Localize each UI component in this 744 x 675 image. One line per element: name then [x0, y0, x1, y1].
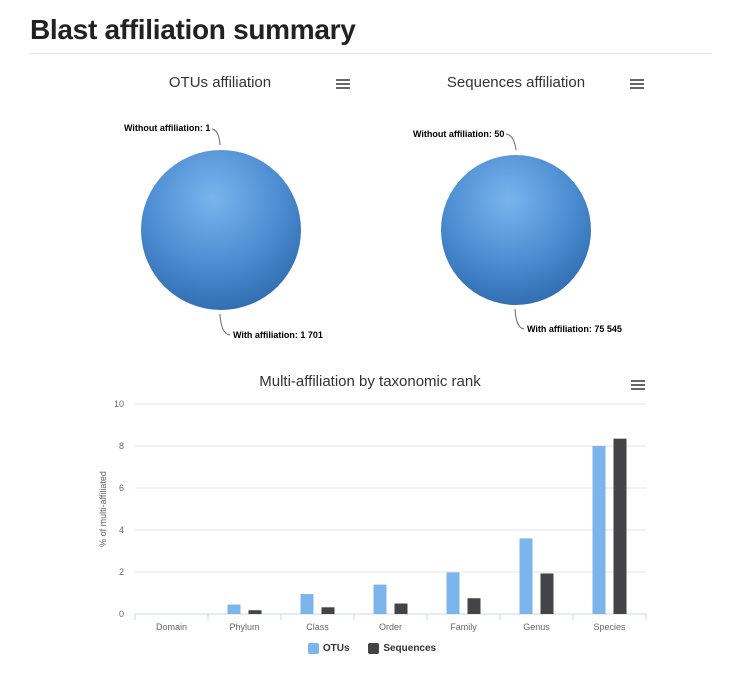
otus-pie-chart [141, 149, 301, 310]
x-tick-label-class: Class [306, 622, 329, 632]
y-tick-label: 0 [119, 609, 124, 619]
sequences-pie-title: Sequences affiliation [446, 74, 586, 91]
x-tick-label-genus: Genus [523, 622, 550, 632]
x-tick-label-phylum: Phylum [229, 622, 259, 632]
pie-slice-with-affiliation[interactable] [441, 155, 591, 305]
x-tick-label-domain: Domain [156, 622, 187, 632]
bar-chart-title: Multi-affiliation by taxonomic rank [259, 373, 481, 390]
legend-swatch-otus [307, 643, 319, 654]
bar-sequences-order[interactable] [394, 603, 408, 615]
y-tick-label: 4 [119, 525, 124, 535]
y-tick-label: 10 [114, 399, 124, 409]
y-tick-label: 6 [119, 483, 124, 493]
bar-otus-phylum[interactable] [227, 604, 241, 614]
bar-chart-y-axis-label: % of multi-affiliated [98, 471, 108, 547]
page-title: Blast affiliation summary [30, 14, 356, 45]
bar-otus-species[interactable] [592, 446, 606, 614]
bar-otus-family[interactable] [446, 572, 460, 614]
otus-label-without: Without affiliation: 1 [124, 123, 210, 133]
sequences-chart-menu-icon[interactable] [630, 79, 644, 91]
sequences-label-without: Without affiliation: 50 [413, 129, 504, 139]
otus-label-with: With affiliation: 1 701 [233, 330, 323, 340]
bar-chart-y-ticks: 0 2 4 6 8 10 [114, 399, 124, 619]
legend-item-otus[interactable]: OTUs [307, 643, 350, 654]
x-tick-label-species: Species [593, 622, 626, 632]
bar-sequences-phylum[interactable] [248, 610, 262, 614]
sequences-label-with: With affiliation: 75 545 [527, 324, 622, 334]
otus-without-connector [211, 128, 221, 146]
sequences-with-connector [514, 308, 525, 330]
x-tick-label-family: Family [450, 622, 477, 632]
legend-swatch-sequences [368, 643, 380, 654]
bar-chart-menu-icon[interactable] [631, 380, 645, 392]
legend-label-sequences: Sequences [383, 643, 437, 654]
pie-slice-with-affiliation[interactable] [141, 150, 301, 310]
title-divider [30, 53, 712, 54]
x-tick-label-order: Order [379, 622, 402, 632]
bar-sequences-class[interactable] [321, 607, 335, 614]
bar-otus-genus[interactable] [519, 538, 533, 614]
legend-item-sequences[interactable]: Sequences [368, 643, 436, 654]
bar-sequences-genus[interactable] [540, 573, 554, 614]
otus-pie-title: OTUs affiliation [168, 74, 272, 91]
legend-label-otus: OTUs [322, 643, 350, 654]
otus-with-connector [219, 313, 231, 336]
bar-otus-class[interactable] [300, 594, 314, 614]
otus-chart-menu-icon[interactable] [336, 79, 350, 91]
bar-chart-x-ticks: Domain Phylum Class Order Family Genus Species [134, 614, 647, 632]
bar-sequences-family[interactable] [467, 598, 481, 614]
y-tick-label: 8 [119, 441, 124, 451]
y-tick-label: 2 [119, 567, 124, 577]
sequences-without-connector [505, 133, 517, 151]
bar-chart-bars [227, 438, 627, 615]
sequences-pie-chart [441, 154, 591, 305]
bar-chart-legend: OTUs Sequences [0, 643, 744, 657]
bar-chart-grid [135, 403, 646, 615]
bar-sequences-species[interactable] [613, 438, 627, 614]
bar-otus-order[interactable] [373, 584, 387, 614]
